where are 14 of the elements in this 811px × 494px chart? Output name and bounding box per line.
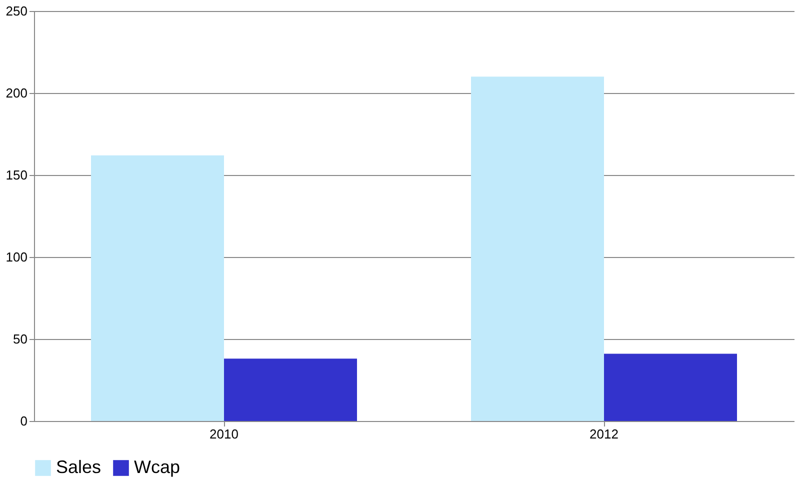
x-tick-label: 2012 (590, 426, 618, 442)
x-tick-label: 2010 (210, 426, 238, 442)
bar (604, 354, 737, 421)
legend-label: Wcap (134, 457, 180, 477)
legend-label: Sales (56, 457, 102, 477)
y-tick-label: 250 (6, 4, 28, 18)
y-tick-label: 0 (20, 414, 28, 428)
y-tick-label: 200 (6, 86, 28, 100)
y-tick-label: 150 (6, 168, 28, 182)
bar (91, 155, 224, 421)
bar (471, 76, 604, 421)
y-tick-label: 50 (13, 332, 28, 346)
y-tick-label: 100 (6, 250, 28, 264)
bar (224, 358, 357, 421)
